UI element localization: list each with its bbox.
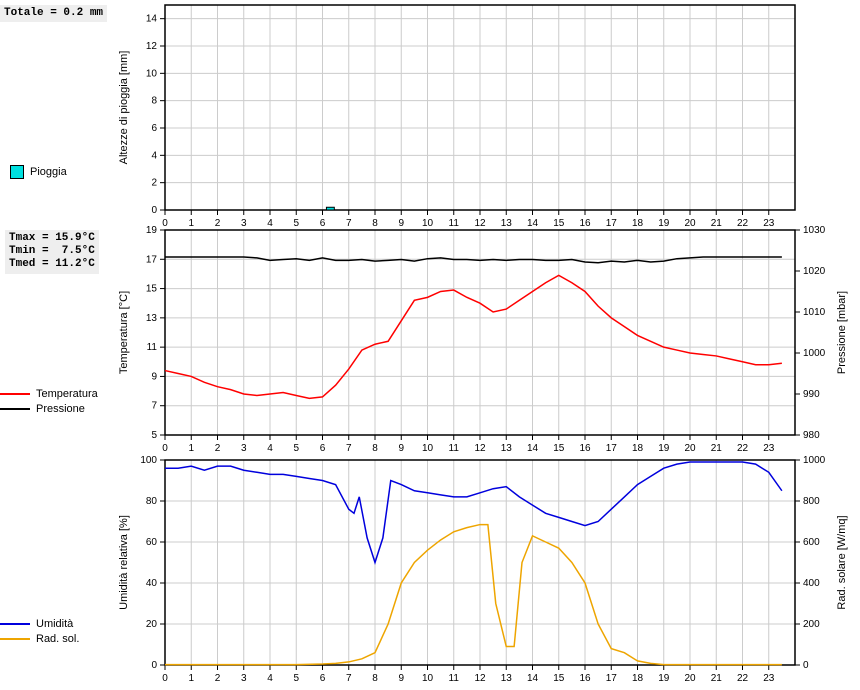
svg-text:0: 0: [803, 660, 809, 671]
svg-text:17: 17: [606, 673, 618, 684]
legend-humid-1: Rad. sol.: [0, 633, 79, 645]
svg-text:3: 3: [241, 673, 247, 684]
svg-text:21: 21: [711, 673, 723, 684]
svg-text:200: 200: [803, 619, 820, 630]
svg-text:0: 0: [162, 673, 168, 684]
legend-label: Rad. sol.: [36, 633, 79, 645]
svg-text:15: 15: [553, 673, 565, 684]
svg-text:8: 8: [372, 673, 378, 684]
svg-text:4: 4: [267, 673, 273, 684]
svg-text:1: 1: [188, 673, 194, 684]
legend-humid-0: Umidità: [0, 618, 73, 630]
svg-text:0: 0: [151, 660, 157, 671]
svg-text:Umidità relativa [%]: Umidità relativa [%]: [118, 515, 130, 610]
svg-text:14: 14: [527, 673, 539, 684]
svg-text:1000: 1000: [803, 455, 826, 466]
svg-text:2: 2: [215, 673, 221, 684]
svg-text:60: 60: [146, 537, 158, 548]
line-swatch-icon: [0, 638, 30, 640]
svg-text:19: 19: [658, 673, 670, 684]
svg-text:18: 18: [632, 673, 644, 684]
svg-text:100: 100: [140, 455, 157, 466]
svg-text:6: 6: [320, 673, 326, 684]
svg-text:23: 23: [763, 673, 775, 684]
svg-text:400: 400: [803, 578, 820, 589]
legend-label: Umidità: [36, 618, 73, 630]
svg-text:7: 7: [346, 673, 352, 684]
svg-text:Rad. solare [W/mq]: Rad. solare [W/mq]: [836, 515, 848, 609]
svg-text:10: 10: [422, 673, 434, 684]
svg-text:13: 13: [501, 673, 513, 684]
svg-text:9: 9: [398, 673, 404, 684]
svg-text:80: 80: [146, 496, 158, 507]
svg-text:12: 12: [474, 673, 486, 684]
svg-text:22: 22: [737, 673, 749, 684]
svg-text:20: 20: [684, 673, 696, 684]
svg-text:800: 800: [803, 496, 820, 507]
svg-text:11: 11: [449, 673, 460, 684]
svg-text:600: 600: [803, 537, 820, 548]
svg-text:5: 5: [293, 673, 299, 684]
svg-text:16: 16: [579, 673, 591, 684]
svg-text:40: 40: [146, 578, 158, 589]
line-swatch-icon: [0, 623, 30, 625]
svg-text:20: 20: [146, 619, 158, 630]
